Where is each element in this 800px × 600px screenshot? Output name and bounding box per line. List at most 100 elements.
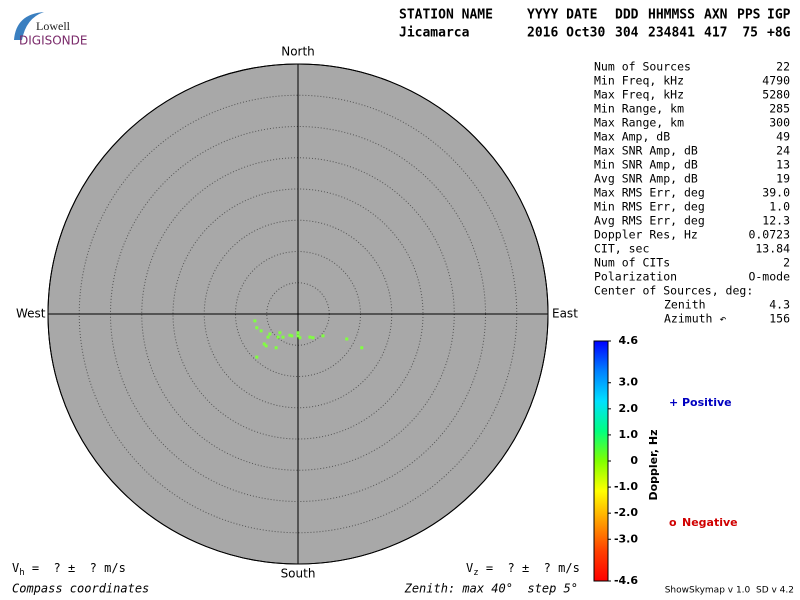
colorbar-label: -2.0 — [614, 506, 638, 519]
stat-value: 285 — [769, 102, 790, 116]
logo-bottom: DIGISONDE — [19, 34, 87, 48]
center-label: Azimuth ↶ — [664, 312, 726, 326]
stat-value: 49 — [776, 130, 790, 144]
velocity-symbol: V — [12, 561, 19, 575]
stat-label: Max RMS Err, deg — [594, 186, 705, 200]
coords-note: Compass coordinates — [12, 582, 149, 596]
source-point — [255, 326, 259, 330]
stat-value: 22 — [776, 60, 790, 74]
header-label: STATION NAME — [399, 8, 493, 23]
stat-label: Min Range, km — [594, 102, 684, 116]
stat-label: Max Range, km — [594, 116, 684, 130]
stat-label: Max Freq, kHz — [594, 88, 684, 102]
stat-value: 13 — [776, 158, 790, 172]
colorbar-label: 2.0 — [619, 402, 639, 415]
compass-west: West — [16, 307, 46, 321]
stat-label: Doppler Res, Hz — [594, 228, 698, 242]
logo-swoosh — [14, 12, 44, 40]
source-point — [262, 342, 266, 346]
header-value: 304 — [615, 26, 639, 41]
stat-label: Avg RMS Err, deg — [594, 214, 705, 228]
colorbar-label: 1.0 — [619, 428, 639, 441]
header-label: HHMMSS — [648, 8, 695, 23]
legend-symbol: o — [669, 516, 677, 529]
stat-value: 19 — [776, 172, 790, 186]
center-title: Center of Sources, deg: — [594, 284, 753, 298]
header-label: YYYY DATE — [527, 8, 597, 23]
velocity-text: = ? ± ? m/s — [25, 561, 126, 575]
source-point — [360, 346, 364, 350]
source-point — [266, 335, 270, 339]
header-label: AXN — [704, 8, 728, 23]
header-label: DDD — [615, 8, 639, 23]
compass-south: South — [281, 567, 316, 581]
stat-label: Min Freq, kHz — [594, 74, 684, 88]
colorbar-label: -4.6 — [614, 574, 638, 587]
stat-value: 5280 — [762, 88, 790, 102]
source-point — [253, 319, 257, 323]
zenith-note: Zenith: max 40° step 5° — [404, 582, 578, 596]
colorbar — [593, 340, 609, 582]
center-label: Zenith — [664, 298, 706, 312]
stat-value: O-mode — [748, 270, 790, 284]
legend-name: Positive — [682, 396, 732, 409]
source-point — [345, 337, 349, 341]
source-point — [259, 329, 263, 333]
center-value: 156 — [769, 312, 790, 326]
compass-east: East — [552, 307, 578, 321]
source-point — [308, 335, 312, 339]
stat-value: 4790 — [762, 74, 790, 88]
center-value: 4.3 — [769, 298, 790, 312]
header-value: Jicamarca — [399, 26, 470, 41]
version-note: ShowSkymap v 1.0 SD v 4.2 — [665, 586, 794, 596]
stat-value: 300 — [769, 116, 790, 130]
colorbar-label: 3.0 — [619, 376, 639, 389]
velocity-text: = ? ± ? m/s — [479, 561, 580, 575]
colorbar-title: Doppler, Hz — [647, 429, 660, 500]
source-point — [311, 336, 315, 340]
velocity-subscript: z — [473, 568, 478, 578]
compass-north: North — [281, 45, 315, 59]
stat-value: 24 — [776, 144, 790, 158]
stat-value: 0.0723 — [748, 228, 790, 242]
stat-label: CIT, sec — [594, 242, 649, 256]
header-label: IGP — [767, 8, 791, 23]
source-point — [274, 346, 278, 350]
stat-value: 2 — [783, 256, 790, 270]
source-point — [255, 355, 259, 359]
stat-label: Max SNR Amp, dB — [594, 144, 698, 158]
stat-label: Min RMS Err, deg — [594, 200, 705, 214]
source-point — [281, 335, 285, 339]
header-value: 75 — [742, 26, 758, 41]
header-value: +8G — [767, 26, 791, 41]
stat-label: Polarization — [594, 270, 677, 284]
colorbar-label: -1.0 — [614, 480, 638, 493]
velocity-vh: Vh = ? ± ? m/s — [12, 561, 126, 578]
source-point — [268, 332, 272, 336]
velocity-symbol: V — [466, 561, 473, 575]
source-point — [290, 334, 294, 338]
colorbar-label: 0 — [630, 454, 638, 467]
source-point — [296, 331, 300, 335]
logo-top: Lowell — [36, 19, 71, 33]
stat-label: Min SNR Amp, dB — [594, 158, 698, 172]
source-point — [264, 344, 268, 348]
header-value: 234841 — [648, 26, 695, 41]
stat-value: 13.84 — [755, 242, 790, 256]
header-value: 417 — [704, 26, 727, 41]
stat-label: Max Amp, dB — [594, 130, 670, 144]
stat-label: Num of Sources — [594, 60, 691, 74]
stat-value: 39.0 — [762, 186, 790, 200]
source-point — [298, 336, 302, 340]
stat-label: Avg SNR Amp, dB — [594, 172, 698, 186]
source-point — [321, 334, 325, 338]
legend-symbol: + — [669, 396, 678, 409]
colorbar-label: -3.0 — [614, 532, 638, 545]
colorbar-label: 4.6 — [619, 334, 639, 347]
stat-value: 1.0 — [769, 200, 790, 214]
velocity-vz: Vz = ? ± ? m/s — [466, 561, 580, 578]
header-value: 2016 Oct30 — [527, 26, 605, 41]
stat-value: 12.3 — [762, 214, 790, 228]
header-label: PPS — [737, 8, 761, 23]
